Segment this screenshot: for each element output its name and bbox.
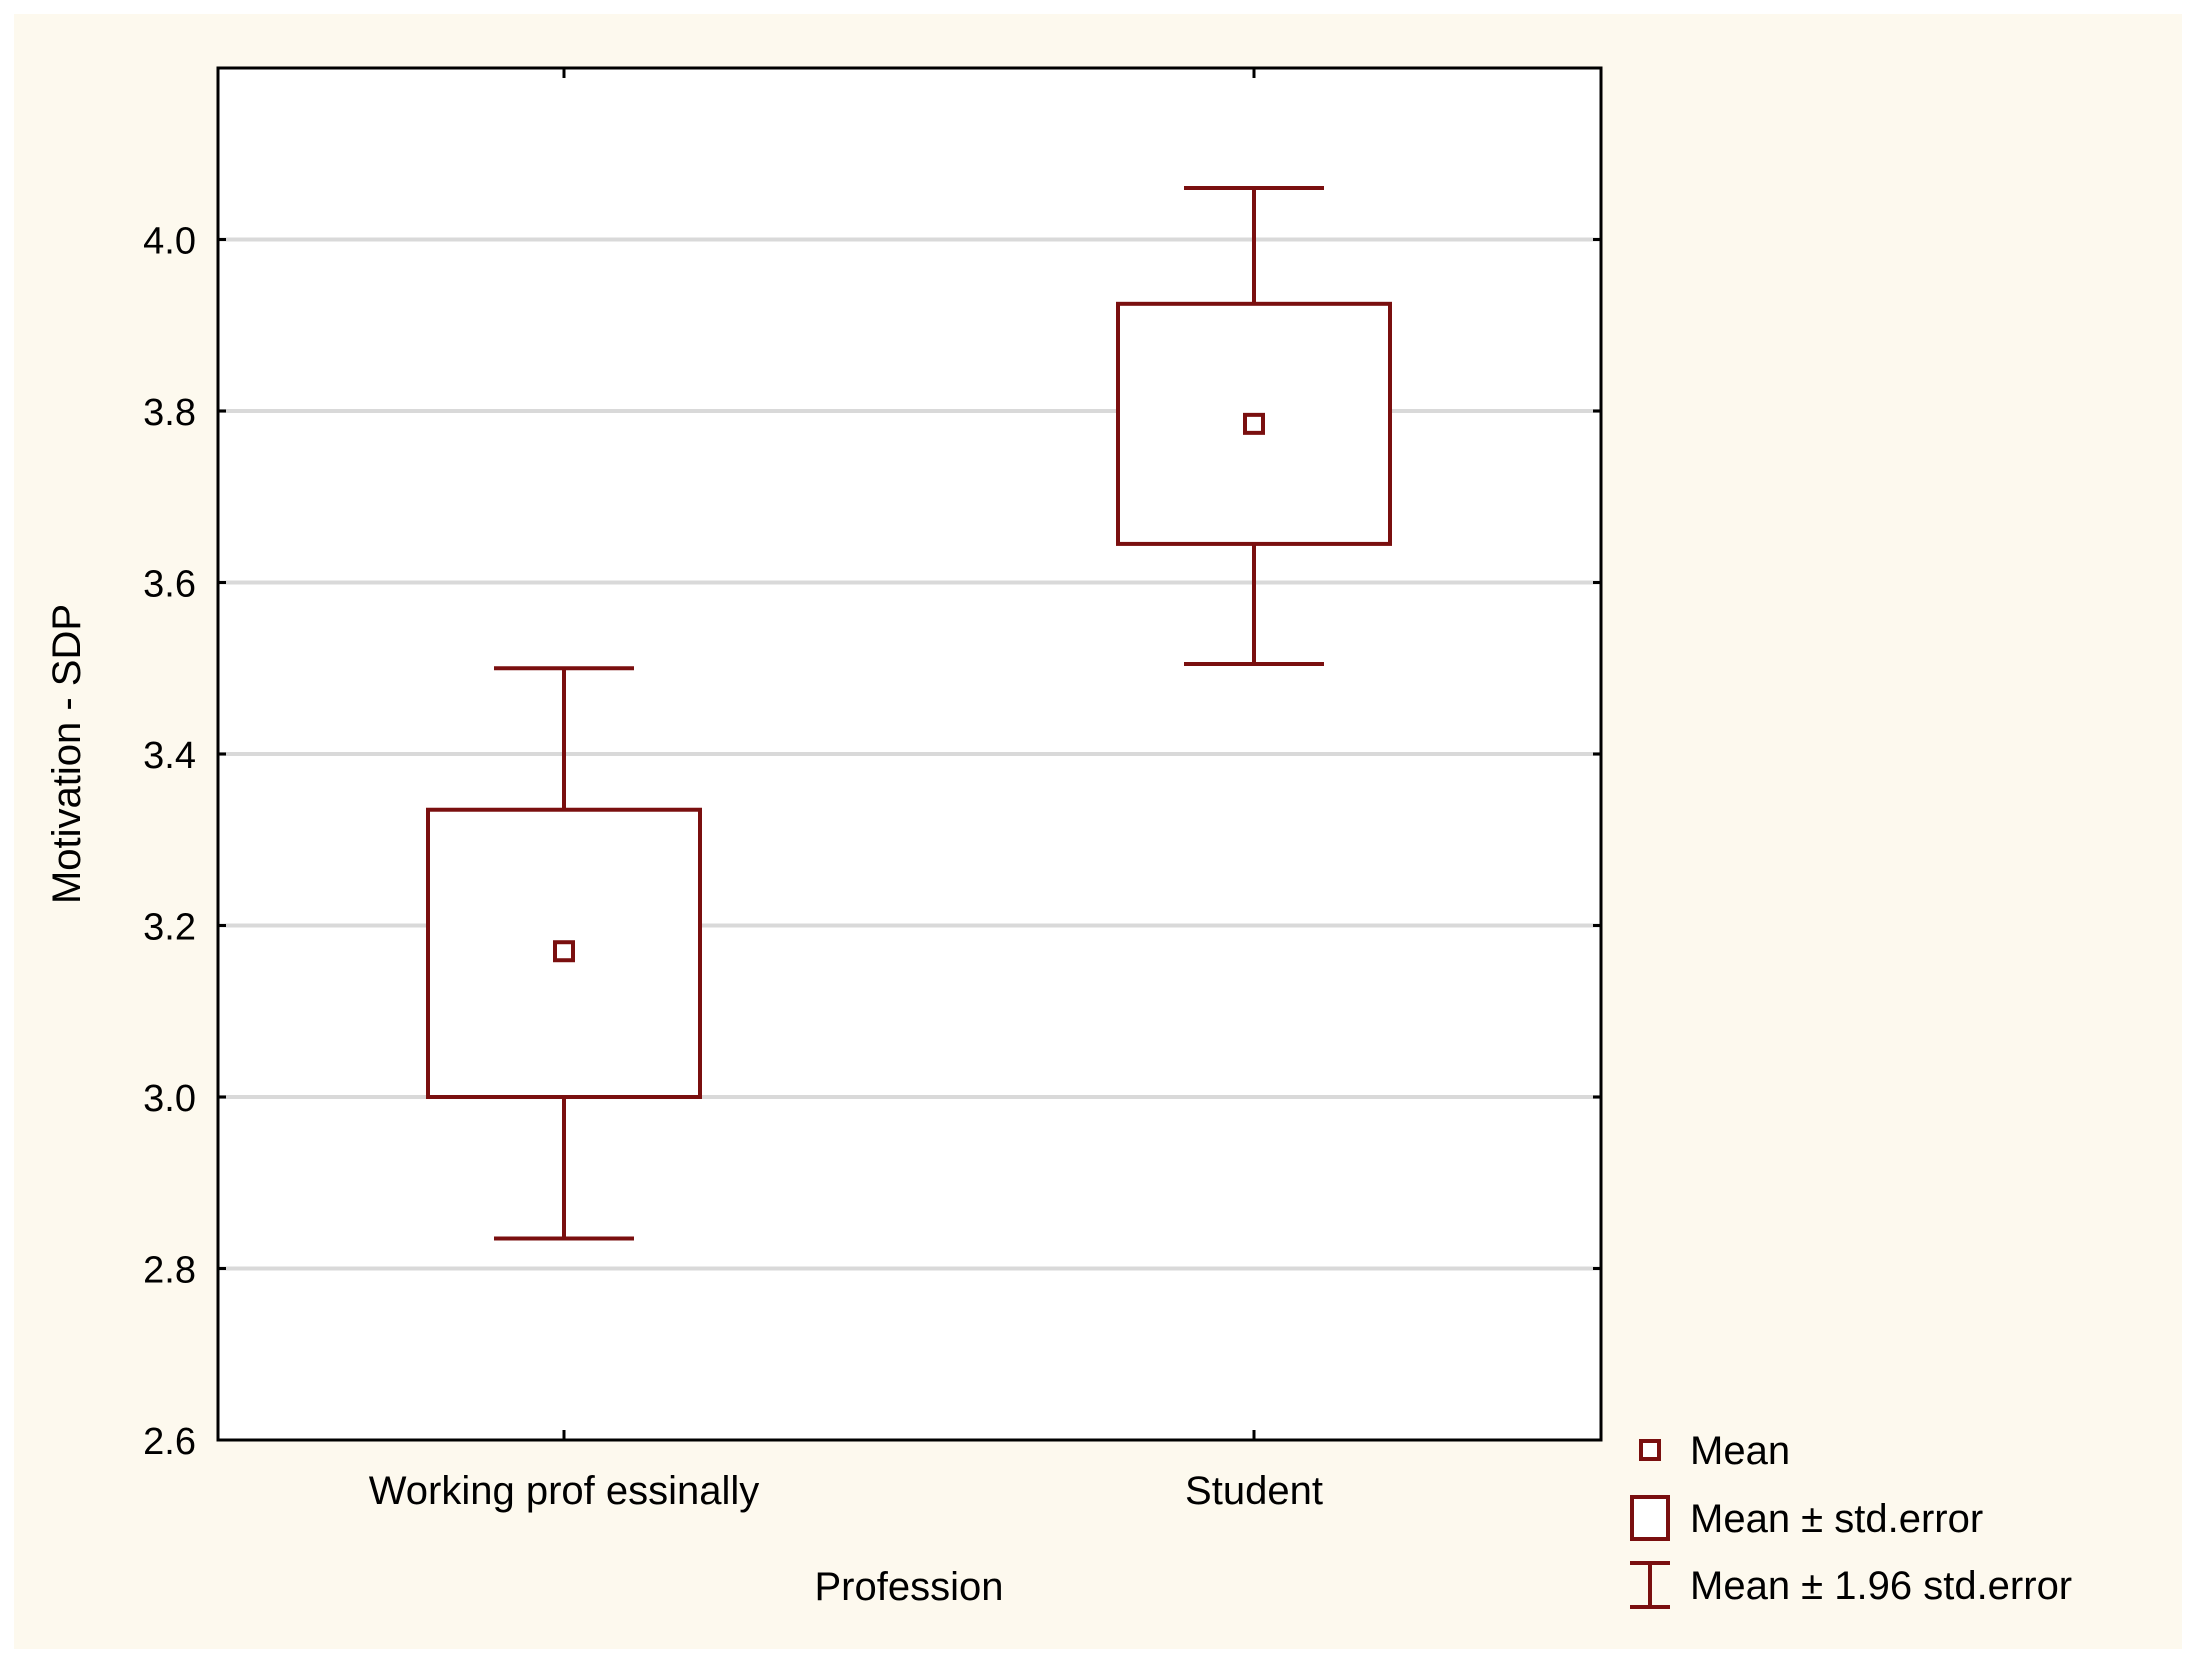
y-tick-label: 3.4 bbox=[143, 735, 196, 777]
legend-box-symbol bbox=[1630, 1495, 1670, 1541]
plot-marks bbox=[426, 186, 1392, 1241]
mean-point bbox=[1243, 412, 1265, 435]
y-tick-label: 2.8 bbox=[143, 1250, 196, 1292]
x-axis-label: Profession bbox=[815, 1565, 1004, 1609]
y-axis: 2.6 2.8 3.0 3.2 3.4 3.6 3.8 4.0 bbox=[143, 221, 1601, 1463]
legend: Mean Mean ± std.error Mean ± 1.96 std.erro… bbox=[1630, 1429, 2072, 1609]
y-tick-label: 3.2 bbox=[143, 907, 196, 949]
legend-mean-symbol bbox=[1639, 1439, 1661, 1461]
legend-label: Mean bbox=[1690, 1429, 1790, 1473]
y-tick-label: 3.0 bbox=[143, 1078, 196, 1120]
x-tick-label: Working prof essinally bbox=[369, 1469, 760, 1513]
x-tick-label: Student bbox=[1185, 1469, 1323, 1513]
y-axis-label: Motivation - SDP bbox=[45, 604, 89, 904]
y-tick-label: 2.6 bbox=[143, 1421, 196, 1463]
y-tick-label: 3.8 bbox=[143, 392, 196, 434]
y-tick-label: 3.6 bbox=[143, 564, 196, 606]
y-tick-label: 4.0 bbox=[143, 221, 196, 263]
mean-point bbox=[553, 940, 575, 963]
x-axis: Working prof essinally Student bbox=[369, 68, 1323, 1513]
legend-label: Mean ± std.error bbox=[1690, 1497, 1983, 1541]
legend-label: Mean ± 1.96 std.error bbox=[1690, 1564, 2072, 1608]
